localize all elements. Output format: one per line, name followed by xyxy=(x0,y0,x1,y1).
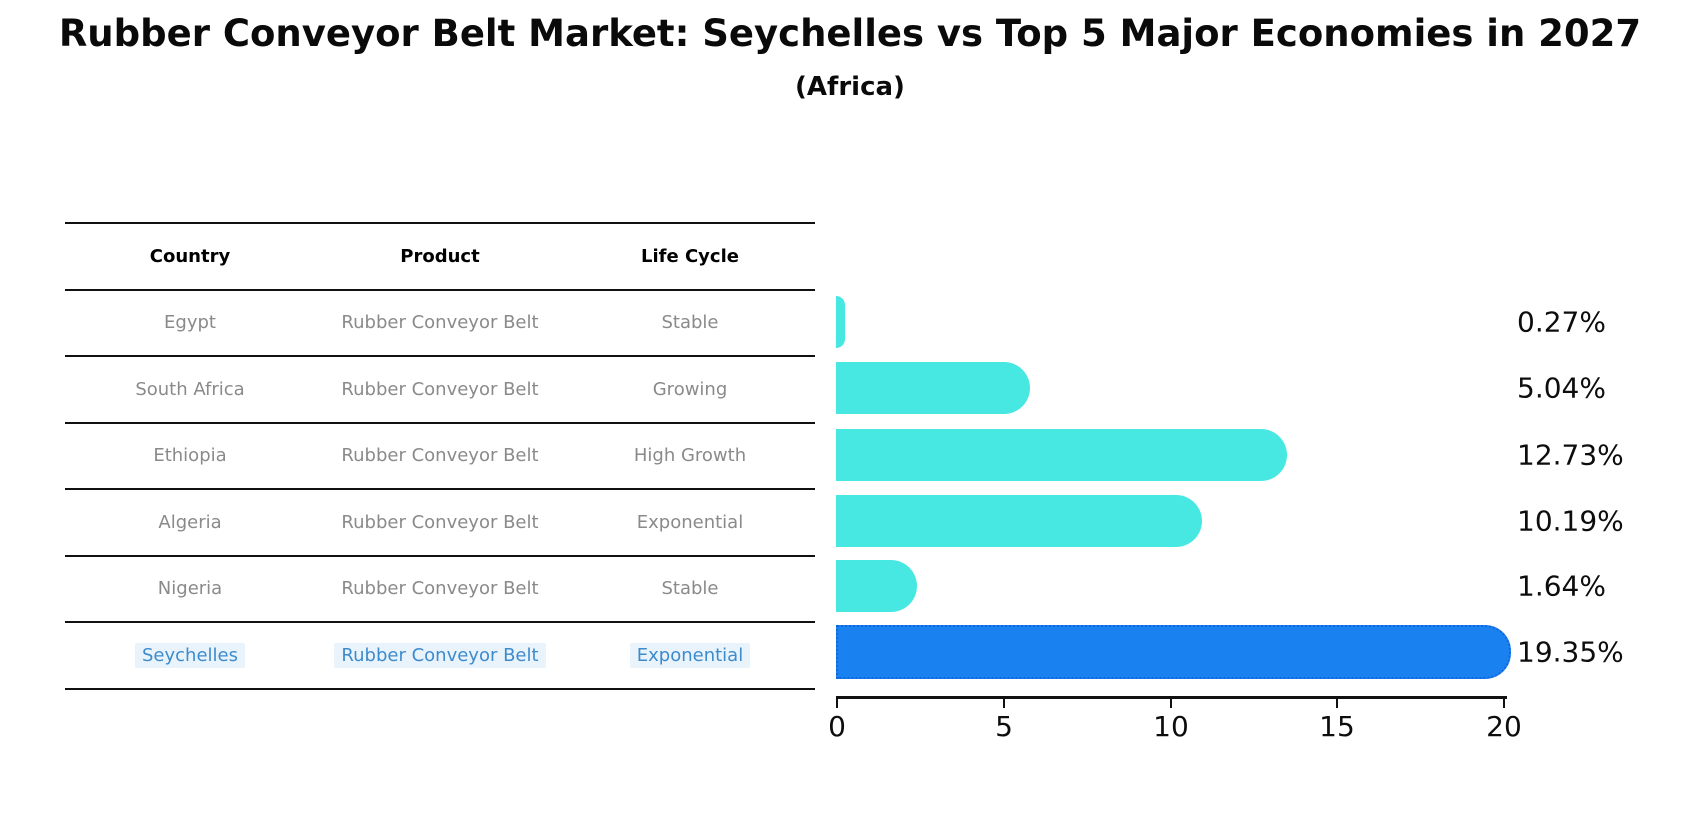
cell-country: South Africa xyxy=(135,378,245,400)
cell-country: Nigeria xyxy=(157,578,223,599)
value-label-algeria: 10.19% xyxy=(1517,504,1624,538)
cell-product: Rubber Conveyor Belt xyxy=(341,511,539,533)
table-header-row: Country Product Life Cycle xyxy=(65,224,815,288)
bar-egypt xyxy=(836,296,845,348)
table-row-egypt: Egypt Rubber Conveyor Belt Stable xyxy=(65,291,815,354)
header-cell-life-cycle: Life Cycle xyxy=(641,245,739,267)
table-row-rule xyxy=(65,488,815,490)
x-axis-line xyxy=(836,696,1507,699)
value-label-nigeria: 1.64% xyxy=(1517,569,1606,603)
x-tick-label-20: 20 xyxy=(1486,710,1522,743)
table-row-nigeria: Nigeria Rubber Conveyor Belt Stable xyxy=(65,557,815,620)
x-tick xyxy=(1503,699,1505,708)
cell-country: Algeria xyxy=(158,511,222,533)
value-label-south-africa: 5.04% xyxy=(1517,371,1606,405)
table-row-rule xyxy=(65,555,815,557)
x-tick-label-0: 0 xyxy=(828,710,846,743)
table-row-rule xyxy=(65,355,815,357)
cell-product: Rubber Conveyor Belt xyxy=(315,642,565,668)
x-tick xyxy=(1170,699,1172,708)
cell-life-cycle: High Growth xyxy=(633,445,747,466)
table-row-algeria: Algeria Rubber Conveyor Belt Exponential xyxy=(65,490,815,554)
value-label-egypt: 0.27% xyxy=(1517,305,1606,339)
table-top-rule xyxy=(65,222,815,224)
x-tick xyxy=(836,699,838,708)
cell-product: Rubber Conveyor Belt xyxy=(341,445,539,466)
highlighted-life-cycle: Exponential xyxy=(629,642,751,668)
chart-title: Rubber Conveyor Belt Market: Seychelles … xyxy=(58,12,1642,55)
table-header-rule xyxy=(65,289,815,291)
cell-product: Rubber Conveyor Belt xyxy=(341,578,539,599)
bar-south-africa xyxy=(836,362,1031,414)
x-tick xyxy=(1003,699,1005,708)
chart-subtitle: (Africa) xyxy=(795,72,905,102)
cell-life-cycle: Exponential xyxy=(636,511,744,533)
cell-country: Egypt xyxy=(164,312,216,333)
cell-country: Ethiopia xyxy=(153,445,227,466)
x-tick-label-15: 15 xyxy=(1319,710,1355,743)
bar-seychelles-highlighted xyxy=(836,625,1512,679)
cell-life-cycle: Stable xyxy=(661,578,719,599)
value-label-seychelles: 19.35% xyxy=(1517,635,1624,669)
cell-life-cycle: Stable xyxy=(661,312,719,333)
table-bottom-rule xyxy=(65,688,815,690)
x-tick-label-5: 5 xyxy=(995,710,1013,743)
bar-nigeria xyxy=(836,560,917,612)
cell-product: Rubber Conveyor Belt xyxy=(341,378,539,400)
table-row-rule xyxy=(65,422,815,424)
highlighted-product: Rubber Conveyor Belt xyxy=(334,642,546,668)
bar-ethiopia xyxy=(836,429,1287,481)
cell-life-cycle: Exponential xyxy=(565,642,815,668)
table-row-rule xyxy=(65,621,815,623)
table-row-ethiopia: Ethiopia Rubber Conveyor Belt High Growt… xyxy=(65,424,815,487)
x-tick xyxy=(1336,699,1338,708)
cell-life-cycle: Growing xyxy=(652,378,728,400)
table-row-seychelles: Seychelles Rubber Conveyor Belt Exponent… xyxy=(65,623,815,687)
x-tick-label-10: 10 xyxy=(1153,710,1189,743)
header-cell-country: Country xyxy=(149,245,231,267)
header-cell-product: Product xyxy=(400,245,480,267)
value-label-ethiopia: 12.73% xyxy=(1517,438,1624,472)
highlighted-country: Seychelles xyxy=(135,642,245,668)
bar-algeria xyxy=(836,495,1202,547)
cell-country: Seychelles xyxy=(65,642,315,668)
table-row-south-africa: South Africa Rubber Conveyor Belt Growin… xyxy=(65,357,815,421)
cell-product: Rubber Conveyor Belt xyxy=(341,312,539,333)
